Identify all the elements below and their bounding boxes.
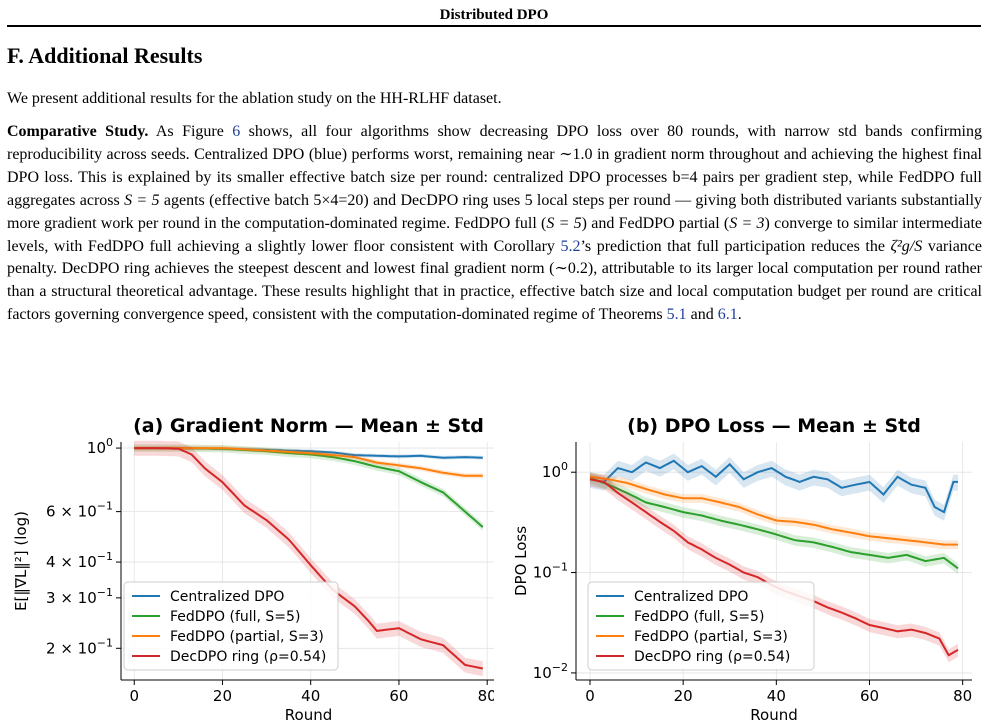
y-tick-label: 6 × 10−1 <box>46 500 113 521</box>
paragraph-text: variance penalty. DecDPO ring achieves t… <box>7 237 983 324</box>
x-tick-label: 40 <box>301 687 320 705</box>
gradient-norm-chart: (a) Gradient Norm — Mean ± Std 100 6 × 10−… <box>12 415 494 724</box>
y-tick-label: 100 <box>542 460 568 481</box>
legend-label: DecDPO ring (ρ=0.54) <box>634 649 790 665</box>
legend-label: FedDPO (partial, S=3) <box>170 629 324 645</box>
series-line <box>134 447 484 528</box>
series-line <box>589 475 958 546</box>
legend-label: DecDPO ring (ρ=0.54) <box>170 649 326 665</box>
chart-title: (b) DPO Loss — Mean ± Std <box>627 415 921 437</box>
paragraph-text: ’s prediction that full participation re… <box>580 237 891 255</box>
series-line <box>134 447 484 670</box>
x-tick-label: 20 <box>674 687 693 705</box>
paragraph-text: ) converge to similar intermediate level… <box>7 214 983 255</box>
x-tick-label: 60 <box>389 687 408 705</box>
legend-label: Centralized DPO <box>170 589 284 605</box>
chart-title: (a) Gradient Norm — Mean ± Std <box>133 415 484 437</box>
series-band <box>134 440 483 677</box>
legend <box>587 581 815 671</box>
figure-link[interactable]: 6 <box>232 123 241 140</box>
y-axis-label: DPO Loss <box>512 526 530 596</box>
legend-label: FedDPO (partial, S=3) <box>634 629 788 645</box>
x-tick-label: 80 <box>478 687 494 705</box>
series-line <box>589 476 959 570</box>
x-tick-label: 20 <box>213 687 232 705</box>
x-tick-label: 40 <box>767 687 786 705</box>
paragraph-text: and <box>686 306 718 324</box>
y-tick-label: 10−2 <box>533 661 568 682</box>
paragraph-text: As Figure <box>148 123 233 140</box>
math-inline: ζ²g/S <box>890 237 923 255</box>
dpo-loss-chart: (b) DPO Loss — Mean ± Std 100 10−1 10−2 0 20 4… <box>512 415 972 724</box>
y-tick-label: 100 <box>87 436 113 457</box>
y-tick-label: 3 × 10−1 <box>46 586 113 607</box>
x-tick-label: 80 <box>953 687 972 705</box>
math-inline: S = 5 <box>546 214 582 232</box>
legend-label: FedDPO (full, S=5) <box>170 609 300 625</box>
y-axis-label: E[‖∇L‖²] (log) <box>12 511 30 611</box>
theorem-link[interactable]: 6.1 <box>717 306 738 324</box>
y-tick-label: 4 × 10−1 <box>46 550 113 571</box>
corollary-link[interactable]: 5.2 <box>560 237 581 255</box>
comparative-study-paragraph: Comparative Study. As Figure 6 shows, al… <box>7 121 982 327</box>
x-tick-label: 60 <box>860 687 879 705</box>
running-header: Distributed DPO <box>439 7 549 23</box>
series-line <box>589 459 958 514</box>
paragraph-text: shows, all four algorithms show decreasi… <box>7 123 983 209</box>
x-axis-label: Round <box>750 706 797 724</box>
paragraph-text: . <box>737 306 742 324</box>
x-tick-label: 0 <box>585 687 595 705</box>
y-tick-label: 2 × 10−1 <box>46 636 113 657</box>
header-rule <box>7 25 981 27</box>
section-title: F. Additional Results <box>7 43 203 68</box>
legend-label: Centralized DPO <box>634 589 748 605</box>
y-tick-label: 10−1 <box>533 561 568 582</box>
intro-paragraph: We present additional results for the ab… <box>7 90 502 107</box>
legend-label: FedDPO (full, S=5) <box>634 609 764 625</box>
series-line <box>134 447 483 477</box>
series-band <box>590 453 958 521</box>
math-inline: S = 3 <box>729 214 765 232</box>
paragraph-text: ) and FedDPO partial ( <box>581 214 730 232</box>
math-inline: S = 5 <box>124 191 160 209</box>
x-axis-label: Round <box>285 706 332 724</box>
x-tick-label: 0 <box>129 687 139 705</box>
paragraph-lead: Comparative Study. <box>7 123 149 140</box>
paragraph-text: agents (effective batch 5×4=20) and DecD… <box>7 191 983 232</box>
legend <box>123 581 339 671</box>
series-band <box>590 472 958 574</box>
theorem-link[interactable]: 5.1 <box>666 306 687 324</box>
